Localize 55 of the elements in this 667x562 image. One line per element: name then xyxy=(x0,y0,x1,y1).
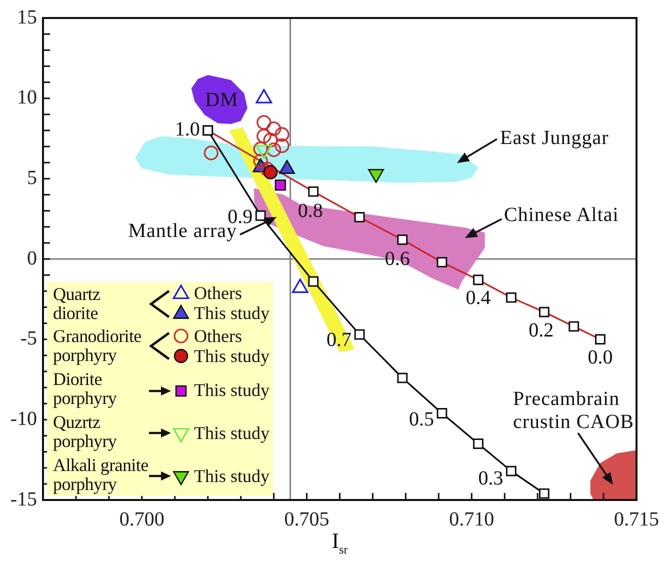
annotation: Diorite porphyry xyxy=(52,369,118,408)
annotation: Quartz diorite xyxy=(52,284,102,323)
x-tick-label: 0.700 xyxy=(119,508,164,530)
point xyxy=(263,165,278,180)
point xyxy=(256,115,272,130)
point xyxy=(266,142,282,158)
point xyxy=(274,138,290,154)
point xyxy=(263,132,278,148)
x-tick-label: 0.705 xyxy=(284,508,330,530)
y-tick-label: 5 xyxy=(27,166,37,189)
point xyxy=(538,488,550,499)
point xyxy=(436,408,448,418)
x-axis-title: I$_{sr}$ xyxy=(332,528,348,558)
y-tick-label: 15 xyxy=(17,6,37,28)
y-tick-label: -10 xyxy=(10,408,37,430)
legend-label: This study xyxy=(194,303,270,324)
legend-label: Others xyxy=(194,326,242,347)
y-tick-label: 0 xyxy=(27,247,37,270)
annotation: 0.3 xyxy=(478,467,504,490)
annotation: Quzrtz porphyry xyxy=(52,412,118,451)
y-tick-label: -15 xyxy=(10,488,37,510)
annotation: Alkali granite porphyry xyxy=(52,454,148,494)
point xyxy=(354,329,365,340)
point xyxy=(253,154,268,168)
legend-label: This study xyxy=(194,422,270,444)
point xyxy=(274,180,286,191)
point xyxy=(506,466,516,476)
annotation: Chinese Altai xyxy=(504,204,619,226)
point xyxy=(255,210,266,221)
point xyxy=(256,128,272,144)
y-tick-label: 10 xyxy=(17,86,37,109)
y-tick-label: -5 xyxy=(20,328,37,350)
legend-label: This study xyxy=(194,380,270,402)
point xyxy=(274,127,290,142)
annotation: DM xyxy=(205,89,238,111)
point xyxy=(266,122,282,136)
annotation: Precambrain crustin CAOB xyxy=(513,388,635,434)
point xyxy=(308,276,319,287)
x-tick-label: 0.715 xyxy=(614,508,659,530)
point xyxy=(253,142,268,156)
annotation: Granodiorite porphyry xyxy=(52,326,142,366)
annotation: 0.4 xyxy=(466,287,491,310)
annotation: 0.2 xyxy=(528,319,554,342)
point xyxy=(473,438,484,449)
legend-label: This study xyxy=(194,346,270,367)
annotation: 0.5 xyxy=(408,408,434,430)
annotation: 1.0 xyxy=(174,118,200,141)
point xyxy=(397,372,408,384)
series-label: East Junggar xyxy=(500,127,609,149)
point xyxy=(204,146,218,160)
annotation: 0.0 xyxy=(588,346,613,369)
annotation: 0.8 xyxy=(298,200,323,222)
x-tick-label: 0.710 xyxy=(449,508,494,530)
legend-label: Others xyxy=(194,283,242,304)
legend-label: This study xyxy=(194,466,270,487)
